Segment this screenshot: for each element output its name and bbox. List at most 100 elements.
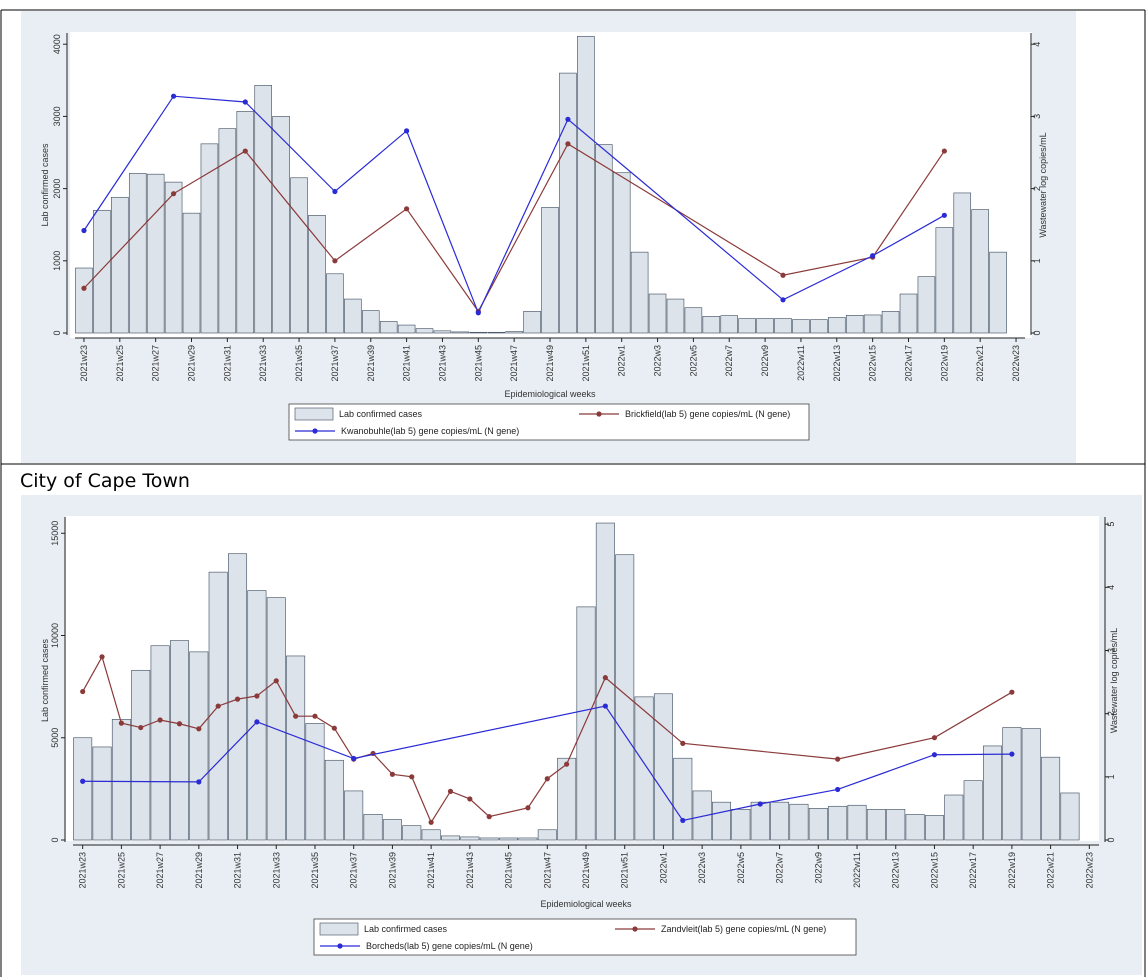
x-tick-label: 2022w15 [929, 852, 939, 889]
bar [557, 757, 577, 841]
series-point [404, 128, 410, 134]
y-tick-label: 15000 [50, 521, 60, 546]
x-tick-label: 2022w13 [832, 345, 842, 382]
x-tick-label: 2021w27 [151, 345, 161, 382]
legend-label-line: Kwanobuhle(lab 5) gene copies/mL (N gene… [341, 426, 519, 436]
bar [379, 321, 398, 334]
y2-tick-label: 0 [1106, 837, 1116, 842]
y2-tick-label: 1 [1106, 774, 1116, 779]
bar [983, 745, 1003, 841]
series-point [99, 654, 105, 660]
x-tick-label: 2021w45 [504, 852, 514, 889]
series-point [312, 713, 318, 719]
chart-top: 0 1000 2000 3000 4000 0 1 2 3 4 2021w23 2021w25 2021… [40, 32, 1048, 441]
bar [577, 35, 595, 334]
bar [653, 693, 673, 841]
bar [738, 318, 756, 334]
bar [361, 310, 380, 334]
y2-tick-label: 4 [1032, 42, 1042, 47]
y2-tick-label: 2 [1106, 711, 1116, 716]
x-tick-label: 2022w9 [813, 852, 823, 884]
bar [164, 181, 183, 334]
y-tick-label: 2000 [52, 179, 62, 199]
bar [266, 597, 286, 841]
y-axis-label: Lab confirmed cases [40, 143, 50, 227]
y-tick-label: 0 [50, 837, 60, 842]
bar [441, 835, 460, 841]
bar [518, 837, 538, 841]
series-point [273, 678, 279, 684]
bar [344, 790, 364, 841]
x-tick-label: 2022w5 [736, 852, 746, 884]
bar [789, 803, 809, 841]
bar [523, 311, 541, 334]
bar [905, 814, 925, 841]
x-tick-label: 2021w41 [402, 345, 412, 382]
y-tick-label: 4000 [52, 34, 62, 54]
series-point [941, 148, 947, 154]
bar [615, 554, 635, 841]
series-point [780, 297, 786, 303]
bar [541, 207, 559, 334]
bar [720, 315, 739, 334]
bar [953, 192, 972, 334]
series-point [757, 801, 763, 807]
x-axis-label: Epidemiological weeks [504, 389, 596, 399]
series-point [602, 703, 608, 709]
bar [93, 209, 111, 334]
x-tick-label: 2021w31 [222, 345, 232, 382]
series-point [351, 755, 357, 762]
bar [363, 814, 383, 841]
series-point [389, 771, 396, 777]
x-tick-label: 2021w39 [366, 345, 376, 382]
x-tick-label: 2022w13 [891, 852, 901, 889]
series-point [196, 726, 202, 732]
x-tick-label: 2022w17 [968, 852, 978, 889]
bar [324, 759, 344, 841]
series-point [234, 696, 241, 702]
series-point [1009, 751, 1015, 757]
x-tick-label: 2021w49 [581, 852, 591, 889]
series-point [564, 761, 570, 767]
bar [845, 315, 864, 334]
x-tick-label: 2021w29 [194, 852, 204, 889]
x-tick-label: 2021w37 [349, 852, 359, 889]
series-point [176, 721, 183, 727]
y2-tick-label: 2 [1032, 186, 1042, 191]
bar [750, 801, 770, 841]
bar [963, 780, 983, 841]
bar [272, 116, 290, 334]
x-tick-label: 2021w23 [78, 852, 88, 889]
y-axis-label: Lab confirmed cases [40, 638, 50, 722]
series-point [931, 752, 938, 758]
series-point [81, 227, 87, 234]
legend-box [313, 918, 857, 956]
x-tick-label: 2022w5 [688, 345, 698, 377]
bar [881, 311, 900, 334]
series-point [80, 778, 86, 784]
line-series-2 [80, 703, 1015, 824]
bar [828, 805, 848, 841]
series-point [680, 817, 686, 824]
x-tick-label: 2021w47 [542, 852, 552, 889]
bar [612, 172, 631, 334]
y2-tick-label: 1 [1032, 258, 1042, 263]
series-line [83, 95, 945, 315]
series-point [544, 776, 550, 782]
bar [899, 293, 918, 334]
series-point [486, 814, 492, 820]
y2-tick-label: 3 [1106, 648, 1116, 653]
bar [286, 655, 306, 841]
bar [847, 804, 867, 841]
legend-label-line: Zandvleit(lab 5) gene copies/mL (N gene) [661, 924, 826, 934]
series-point [931, 735, 938, 741]
bar [1041, 756, 1061, 841]
legend-label-line: Brickfield(lab 5) gene copies/mL (N gene… [625, 409, 790, 419]
bar [666, 298, 685, 334]
x-tick-label: 2022w23 [1084, 852, 1094, 889]
x-tick-label: 2022w19 [1007, 852, 1017, 889]
y2-tick-label: 4 [1106, 585, 1116, 590]
bar [487, 331, 505, 334]
